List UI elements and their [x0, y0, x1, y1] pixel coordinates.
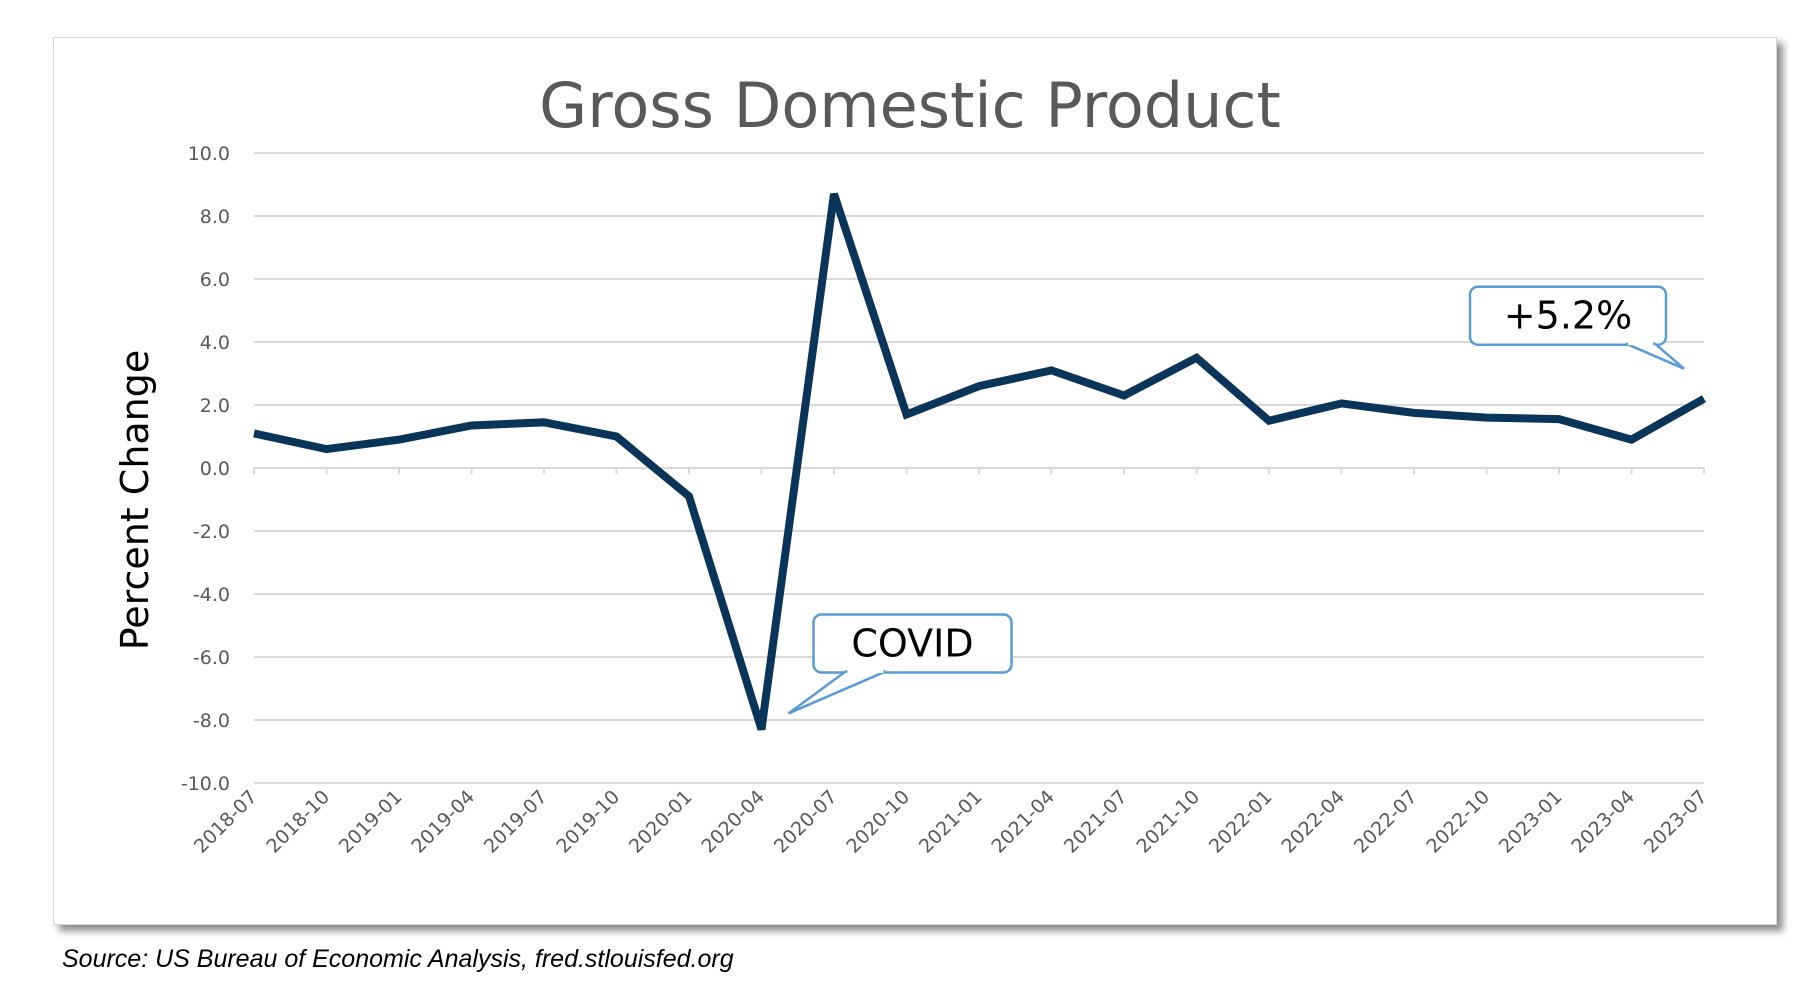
x-tick-label: 2020-04	[697, 786, 769, 858]
chart-frame	[53, 37, 1777, 925]
y-tick-label: -8.0	[193, 710, 230, 732]
x-tick-label: 2023-04	[1567, 786, 1639, 858]
y-tick-label: -10.0	[181, 773, 230, 795]
x-tick-labels: 2018-07 2018-10 2019-01 2019-04 2019-07 2019-…	[190, 786, 1712, 858]
y-tick-label: -2.0	[193, 521, 230, 543]
y-tick-label: -4.0	[193, 584, 230, 606]
y-tick-label: 2.0	[200, 395, 230, 417]
source-note: Source: US Bureau of Economic Analysis, …	[62, 945, 734, 973]
gridlines	[253, 152, 1705, 784]
x-tick-label: 2018-07	[190, 786, 262, 858]
x-tick-label: 2022-07	[1350, 786, 1422, 858]
y-tick-label: 8.0	[200, 206, 230, 228]
x-tick-label: 2018-10	[262, 786, 334, 858]
y-axis-label: Percent Change	[113, 350, 157, 651]
callout-latest: +5.2%	[1468, 285, 1685, 370]
x-tick-label: 2021-01	[915, 786, 987, 858]
callout-box	[1468, 285, 1668, 346]
y-tick-label: 6.0	[200, 269, 230, 291]
x-tick-label: 2021-07	[1060, 786, 1132, 858]
x-tick-label: 2019-07	[480, 786, 552, 858]
chart-title: Gross Domestic Product	[539, 69, 1281, 142]
callouts: COVID +5.2%	[787, 285, 1685, 715]
x-tick-label: 2019-04	[407, 786, 479, 858]
callout-label: COVID	[851, 621, 973, 665]
y-tick-labels: 10.0 8.0 6.0 4.0 2.0 0.0 -2.0 -4.0 -6.0 -8.0 -10.0	[181, 143, 230, 795]
x-tick-label: 2020-01	[625, 786, 697, 858]
x-tick-label: 2023-07	[1640, 786, 1712, 858]
callout-pointer	[787, 670, 886, 715]
x-tick-label: 2021-10	[1132, 786, 1204, 858]
series-layer	[253, 192, 1706, 731]
x-tick-label: 2022-04	[1277, 786, 1349, 858]
y-tick-label: 0.0	[200, 458, 230, 480]
y-tick-label: -6.0	[193, 647, 230, 669]
x-tick-label: 2022-10	[1422, 786, 1494, 858]
callout-covid: COVID	[787, 613, 1013, 715]
y-tick-label: 4.0	[200, 332, 230, 354]
callout-label: +5.2%	[1504, 294, 1632, 338]
x-tick-label: 2023-01	[1495, 786, 1567, 858]
x-tick-label: 2020-10	[842, 786, 914, 858]
callout-box	[812, 613, 1013, 674]
callout-pointer	[1625, 342, 1685, 370]
x-tick-label: 2022-01	[1205, 786, 1277, 858]
x-tick-label: 2021-04	[987, 786, 1059, 858]
x-tick-label: 2020-07	[770, 786, 842, 858]
x-tick-label: 2019-10	[552, 786, 624, 858]
x-tick-label: 2019-01	[335, 786, 407, 858]
y-tick-label: 10.0	[188, 143, 230, 165]
